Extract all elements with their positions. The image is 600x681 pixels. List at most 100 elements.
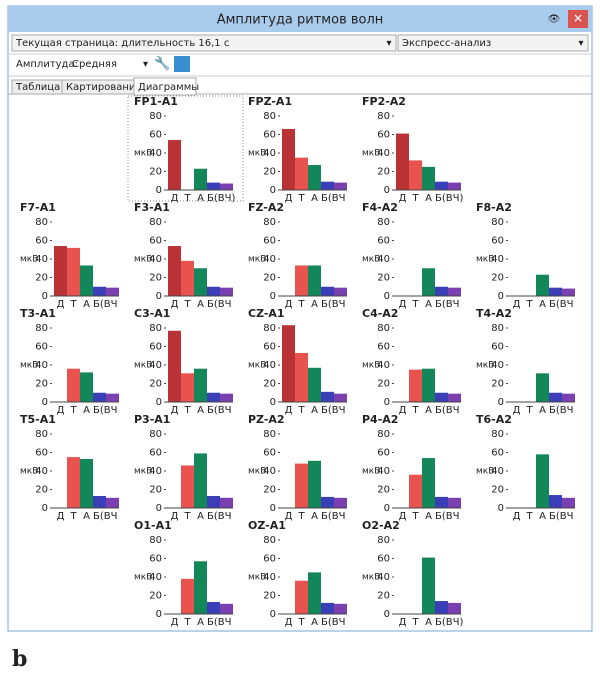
bar	[321, 391, 334, 402]
y-axis-label: мкВ	[248, 467, 266, 477]
bar	[220, 497, 233, 508]
y-tick-label: 0	[42, 291, 48, 302]
y-tick-label: 0	[498, 291, 504, 302]
y-tick-label: 60	[377, 448, 390, 459]
x-tick-label: Б(ВЧ	[207, 511, 231, 522]
y-tick-label: 0	[270, 291, 276, 302]
y-tick-label: 80	[263, 111, 276, 122]
tab[interactable]	[133, 77, 197, 96]
bar	[220, 287, 233, 296]
x-tick-label: А	[197, 511, 204, 522]
y-tick-label: 20	[263, 167, 276, 178]
bar	[334, 182, 347, 190]
y-tick-label: 80	[263, 217, 276, 228]
y-tick-label: 0	[384, 291, 390, 302]
bar	[220, 393, 233, 402]
y-tick-label: 80	[263, 323, 276, 334]
y-tick-label: 60	[377, 130, 390, 141]
close-icon[interactable]: ✕	[573, 12, 583, 26]
y-tick-label: 40	[491, 254, 504, 265]
bar	[536, 373, 549, 402]
chart-title: CZ-A1	[248, 307, 285, 320]
x-tick-label: Д	[399, 511, 407, 522]
bar	[334, 393, 347, 402]
tab-label[interactable]: Картирование	[66, 82, 142, 93]
close-button[interactable]	[568, 10, 588, 28]
page-select-text[interactable]: Текущая страница: длительность 16,1 с	[15, 38, 229, 49]
x-tick-label: А	[83, 299, 90, 310]
chart-title: FP2-A2	[362, 95, 406, 108]
y-axis-label: мкВ	[248, 573, 266, 583]
bar	[295, 463, 308, 508]
chart-title: C4-A2	[362, 307, 398, 320]
x-tick-label: Д	[171, 299, 179, 310]
y-tick-label: 20	[377, 485, 390, 496]
x-tick-label: А	[311, 511, 318, 522]
bar	[106, 287, 119, 296]
bar	[168, 140, 181, 190]
view-icon[interactable]: 👁	[548, 14, 561, 25]
x-tick-label: Т	[297, 299, 305, 310]
y-tick-label: 80	[263, 429, 276, 440]
y-tick-label: 80	[377, 111, 390, 122]
bar	[435, 181, 448, 190]
bar	[181, 465, 194, 508]
y-tick-label: 40	[491, 466, 504, 477]
chart-icon[interactable]	[174, 56, 190, 72]
y-tick-label: 80	[149, 217, 162, 228]
x-tick-label: Т	[411, 617, 419, 628]
amplitude-value[interactable]: Средняя	[72, 59, 117, 70]
bar	[93, 286, 106, 296]
bar	[435, 392, 448, 402]
x-tick-label: Б(ВЧ	[207, 299, 231, 310]
x-tick-label: Т	[69, 511, 77, 522]
analysis-select-text[interactable]: Экспресс-анализ	[402, 38, 491, 49]
bar	[168, 330, 181, 402]
bar	[181, 260, 194, 296]
bar	[194, 368, 207, 402]
window-title: Амплитуда ритмов волн	[217, 13, 384, 28]
dropdown-arrow[interactable]: ▾	[578, 38, 583, 49]
x-tick-label: Д	[285, 405, 293, 416]
dropdown-arrow[interactable]: ▾	[386, 38, 391, 49]
y-tick-label: 0	[42, 503, 48, 514]
bar	[549, 495, 562, 508]
x-tick-label: Т	[297, 405, 305, 416]
y-tick-label: 60	[491, 342, 504, 353]
x-tick-label: Д	[171, 193, 179, 204]
y-tick-label: 60	[35, 448, 48, 459]
x-tick-label: Б(ВЧ	[435, 405, 459, 416]
y-tick-label: 20	[149, 591, 162, 602]
bar	[409, 160, 422, 190]
y-tick-label: 0	[384, 397, 390, 408]
y-tick-label: 40	[35, 254, 48, 265]
x-tick-label: Т	[183, 405, 191, 416]
y-tick-label: 20	[377, 273, 390, 284]
tab-label[interactable]: Таблица	[15, 82, 60, 93]
x-tick-label: Б(ВЧ	[207, 405, 231, 416]
bar	[396, 133, 409, 190]
tab-label[interactable]: Диаграммы	[138, 82, 199, 93]
chart-title: FP1-A1	[134, 95, 178, 108]
bar	[207, 286, 220, 296]
y-tick-label: 40	[377, 254, 390, 265]
y-tick-label: 80	[149, 429, 162, 440]
x-tick-label: А	[197, 299, 204, 310]
analysis-select[interactable]	[397, 34, 589, 52]
x-tick-label: А	[425, 405, 432, 416]
bar	[409, 369, 422, 402]
page-select[interactable]	[11, 34, 397, 52]
y-tick-label: 20	[263, 273, 276, 284]
bar	[435, 286, 448, 296]
y-tick-label: 80	[263, 535, 276, 546]
y-tick-label: 0	[270, 503, 276, 514]
dropdown-arrow[interactable]: ▾	[143, 59, 148, 70]
x-tick-label: А	[425, 617, 432, 628]
tool-icon[interactable]: 🔧	[154, 55, 170, 72]
chart-title: F3-A1	[134, 201, 170, 214]
y-tick-label: 20	[491, 485, 504, 496]
chart-title: F7-A1	[20, 201, 56, 214]
bar	[549, 392, 562, 402]
chart-title: T5-A1	[20, 413, 56, 426]
x-tick-label: Т	[525, 299, 533, 310]
